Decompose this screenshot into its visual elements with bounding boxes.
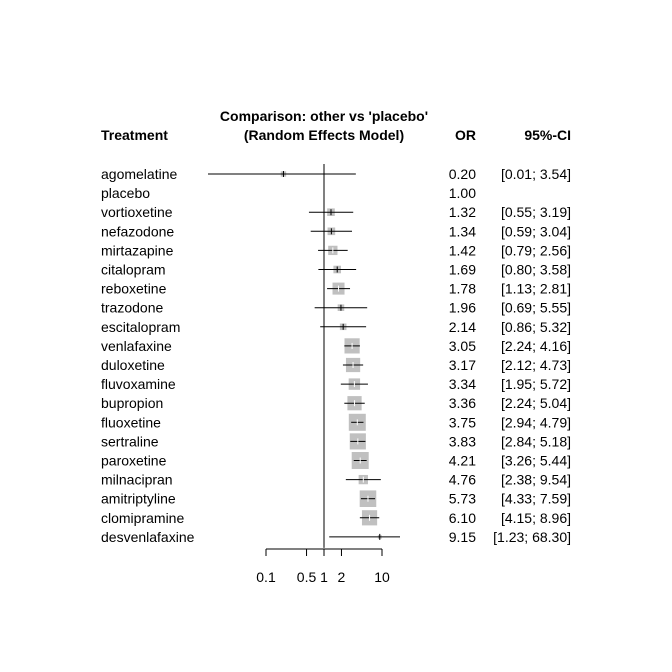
treatment-label: fluvoxamine [101, 376, 176, 392]
x-tick-label: 2 [338, 569, 346, 585]
x-tick-label: 0.5 [297, 569, 317, 585]
ci-value: [0.86; 5.32] [501, 319, 571, 335]
ci-value: [2.94; 4.79] [501, 414, 571, 430]
chart-title-line1: Comparison: other vs 'placebo' [220, 108, 428, 124]
ci-value: [2.24; 4.16] [501, 338, 571, 354]
treatment-label: desvenlafaxine [101, 529, 195, 545]
or-value: 3.75 [449, 414, 476, 430]
forest-row: trazodone 1.96 [0.69; 5.55] [101, 300, 571, 316]
forest-row: citalopram 1.69 [0.80; 3.58] [101, 262, 571, 278]
ci-value: [2.12; 4.73] [501, 357, 571, 373]
treatment-label: citalopram [101, 262, 166, 278]
forest-row: sertraline 3.83 [2.84; 5.18] [101, 433, 571, 450]
or-value: 6.10 [449, 510, 476, 526]
treatment-label: reboxetine [101, 281, 167, 297]
forest-row: mirtazapine 1.42 [0.79; 2.56] [101, 242, 571, 258]
ci-value: [2.38; 9.54] [501, 472, 571, 488]
or-value: 5.73 [449, 491, 476, 507]
treatment-label: amitriptyline [101, 491, 176, 507]
ci-value: [1.95; 5.72] [501, 376, 571, 392]
treatment-label: paroxetine [101, 453, 167, 469]
forest-row: paroxetine 4.21 [3.26; 5.44] [101, 452, 571, 469]
ci-column-header: 95%-CI [524, 127, 571, 143]
forest-row: milnacipran 4.76 [2.38; 9.54] [101, 472, 571, 488]
treatment-label: milnacipran [101, 472, 173, 488]
forest-row: duloxetine 3.17 [2.12; 4.73] [101, 357, 571, 373]
ci-value: [0.59; 3.04] [501, 223, 571, 239]
forest-row: agomelatine 0.20 [0.01; 3.54] [101, 166, 571, 182]
forest-row: amitriptyline 5.73 [4.33; 7.59] [101, 490, 571, 507]
treatment-column-header: Treatment [101, 127, 168, 143]
or-value: 3.34 [449, 376, 476, 392]
or-value: 1.00 [449, 185, 476, 201]
forest-row: bupropion 3.36 [2.24; 5.04] [101, 395, 571, 411]
treatment-label: clomipramine [101, 510, 184, 526]
treatment-label: trazodone [101, 300, 163, 316]
ci-value: [4.15; 8.96] [501, 510, 571, 526]
ci-value: [3.26; 5.44] [501, 453, 571, 469]
forest-row: desvenlafaxine 9.15 [1.23; 68.30] [101, 529, 571, 545]
x-tick-label: 1 [320, 569, 328, 585]
or-value: 1.42 [449, 242, 476, 258]
or-value: 2.14 [449, 319, 476, 335]
treatment-label: agomelatine [101, 166, 177, 182]
or-value: 3.36 [449, 395, 476, 411]
ci-value: [1.13; 2.81] [501, 281, 571, 297]
or-value: 3.05 [449, 338, 476, 354]
chart-title-line2: (Random Effects Model) [244, 127, 404, 143]
treatment-label: duloxetine [101, 357, 165, 373]
ci-value: [0.80; 3.58] [501, 262, 571, 278]
treatment-label: fluoxetine [101, 414, 161, 430]
ci-value: [0.69; 5.55] [501, 300, 571, 316]
or-value: 4.76 [449, 472, 476, 488]
forest-row: placebo 1.00 [101, 185, 476, 201]
or-value: 1.34 [449, 223, 476, 239]
forest-row: escitalopram 2.14 [0.86; 5.32] [101, 319, 571, 335]
x-tick-label: 0.1 [256, 569, 276, 585]
or-value: 3.83 [449, 433, 476, 449]
forest-row: clomipramine 6.10 [4.15; 8.96] [101, 510, 571, 526]
treatment-label: vortioxetine [101, 204, 173, 220]
ci-value: [2.24; 5.04] [501, 395, 571, 411]
or-value: 0.20 [449, 166, 476, 182]
or-value: 9.15 [449, 529, 476, 545]
treatment-label: sertraline [101, 433, 159, 449]
ci-value: [1.23; 68.30] [493, 529, 571, 545]
ci-value: [0.55; 3.19] [501, 204, 571, 220]
ci-value: [0.79; 2.56] [501, 242, 571, 258]
or-column-header: OR [455, 127, 476, 143]
forest-row: reboxetine 1.78 [1.13; 2.81] [101, 281, 571, 297]
x-axis: 0.1 0.5 1 2 10 [256, 164, 390, 585]
or-value: 1.69 [449, 262, 476, 278]
treatment-label: escitalopram [101, 319, 180, 335]
treatment-label: bupropion [101, 395, 163, 411]
treatment-label: venlafaxine [101, 338, 172, 354]
ci-value: [2.84; 5.18] [501, 433, 571, 449]
treatment-label: mirtazapine [101, 242, 174, 258]
or-value: 4.21 [449, 453, 476, 469]
treatment-label: nefazodone [101, 223, 174, 239]
forest-row: fluoxetine 3.75 [2.94; 4.79] [101, 413, 571, 431]
forest-row: vortioxetine 1.32 [0.55; 3.19] [101, 204, 571, 220]
x-tick-label: 10 [374, 569, 390, 585]
or-value: 1.96 [449, 300, 476, 316]
forest-rows: agomelatine 0.20 [0.01; 3.54] placebo 1.00 vo… [101, 166, 571, 545]
forest-row: nefazodone 1.34 [0.59; 3.04] [101, 223, 571, 239]
or-value: 3.17 [449, 357, 476, 373]
forest-row: venlafaxine 3.05 [2.24; 4.16] [101, 338, 571, 354]
ci-value: [0.01; 3.54] [501, 166, 571, 182]
or-value: 1.32 [449, 204, 476, 220]
forest-row: fluvoxamine 3.34 [1.95; 5.72] [101, 376, 571, 392]
treatment-label: placebo [101, 185, 150, 201]
or-value: 1.78 [449, 281, 476, 297]
ci-value: [4.33; 7.59] [501, 491, 571, 507]
